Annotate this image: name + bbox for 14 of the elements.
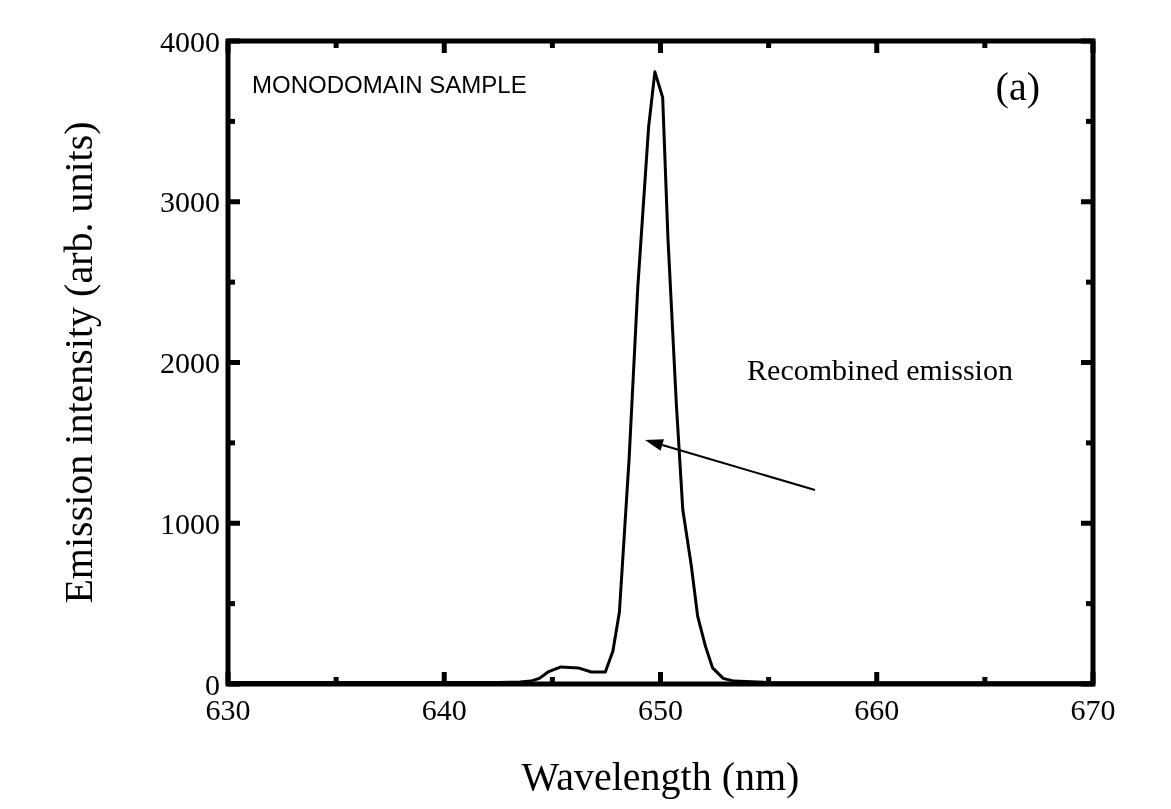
x-axis-title: Wavelength (nm) [521,754,800,799]
annotation: Recombined emission [747,353,1013,386]
y-tick-label: 2000 [160,346,220,379]
x-tick-label: 640 [421,693,467,726]
x-tick-label: 660 [854,693,900,726]
y-axis-title: Emission intensity (arb. units) [56,121,101,604]
y-tick-label: 3000 [160,185,220,219]
annotation: (a) [995,64,1040,109]
y-tick-label: 1000 [160,506,220,540]
x-tick-label: 650 [638,693,683,726]
y-tick-label: 4000 [160,24,220,58]
x-tick-label: 670 [1070,693,1116,726]
annotation: MONODOMAIN SAMPLE [252,71,527,98]
y-tick-label: 0 [205,667,220,701]
